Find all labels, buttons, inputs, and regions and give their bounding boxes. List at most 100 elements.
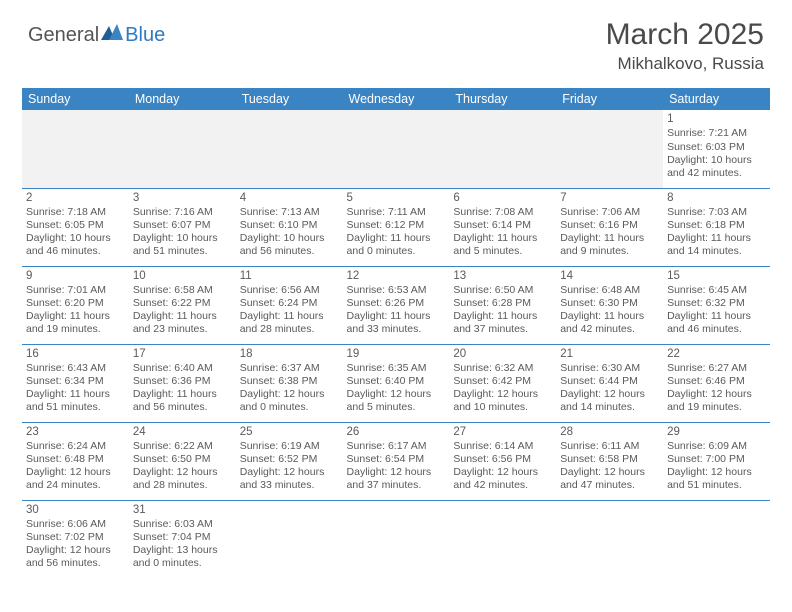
location: Mikhalkovo, Russia — [606, 54, 764, 74]
calendar-row: 2Sunrise: 7:18 AMSunset: 6:05 PM Daylight… — [22, 188, 770, 266]
calendar-row: 30Sunrise: 6:06 AMSunset: 7:02 PMDayligh… — [22, 500, 770, 578]
sunset-line: Sunset: 6:50 PM — [133, 453, 232, 466]
calendar-cell: 10Sunrise: 6:58 AMSunset: 6:22 PMDayligh… — [129, 266, 236, 344]
day-header: Tuesday — [236, 88, 343, 110]
day-header: Saturday — [663, 88, 770, 110]
daylight-line: Daylight: 10 hours and 56 minutes. — [240, 232, 339, 258]
calendar-cell: 7Sunrise: 7:06 AMSunset: 6:16 PMDaylight… — [556, 188, 663, 266]
daylight-line: Daylight: 12 hours and 0 minutes. — [240, 388, 339, 414]
day-number: 3 — [133, 191, 232, 205]
day-number: 16 — [26, 347, 125, 361]
sunset-line: Sunset: 6:46 PM — [667, 375, 766, 388]
day-header: Friday — [556, 88, 663, 110]
day-number: 5 — [347, 191, 446, 205]
sunrise-line: Sunrise: 6:09 AM — [667, 440, 766, 453]
sunset-line: Sunset: 6:26 PM — [347, 297, 446, 310]
calendar-head: SundayMondayTuesdayWednesdayThursdayFrid… — [22, 88, 770, 110]
sunset-line: Sunset: 6:03 PM — [667, 141, 766, 154]
sunset-line: Sunset: 6:36 PM — [133, 375, 232, 388]
daylight-line: Daylight: 12 hours and 56 minutes. — [26, 544, 125, 570]
daylight-line: Daylight: 11 hours and 5 minutes. — [453, 232, 552, 258]
day-number: 1 — [667, 112, 766, 126]
calendar-cell: 22Sunrise: 6:27 AMSunset: 6:46 PMDayligh… — [663, 344, 770, 422]
daylight-line: Daylight: 12 hours and 14 minutes. — [560, 388, 659, 414]
daylight-line: Daylight: 12 hours and 5 minutes. — [347, 388, 446, 414]
logo-text-general: General — [28, 24, 99, 47]
sunrise-line: Sunrise: 6:48 AM — [560, 284, 659, 297]
sunset-line: Sunset: 7:04 PM — [133, 531, 232, 544]
calendar-cell: 12Sunrise: 6:53 AMSunset: 6:26 PMDayligh… — [343, 266, 450, 344]
day-number: 28 — [560, 425, 659, 439]
day-header: Monday — [129, 88, 236, 110]
day-number: 24 — [133, 425, 232, 439]
calendar-cell — [449, 500, 556, 578]
sunrise-line: Sunrise: 6:40 AM — [133, 362, 232, 375]
day-number: 2 — [26, 191, 125, 205]
calendar-cell: 26Sunrise: 6:17 AMSunset: 6:54 PMDayligh… — [343, 422, 450, 500]
day-number: 21 — [560, 347, 659, 361]
daylight-line: Daylight: 12 hours and 33 minutes. — [240, 466, 339, 492]
calendar-cell — [556, 110, 663, 188]
sunset-line: Sunset: 6:10 PM — [240, 219, 339, 232]
sunrise-line: Sunrise: 6:19 AM — [240, 440, 339, 453]
day-header: Thursday — [449, 88, 556, 110]
day-header-row: SundayMondayTuesdayWednesdayThursdayFrid… — [22, 88, 770, 110]
sunrise-line: Sunrise: 6:50 AM — [453, 284, 552, 297]
sunset-line: Sunset: 6:40 PM — [347, 375, 446, 388]
calendar-cell: 13Sunrise: 6:50 AMSunset: 6:28 PMDayligh… — [449, 266, 556, 344]
sunrise-line: Sunrise: 6:35 AM — [347, 362, 446, 375]
header: General Blue March 2025 Mikhalkovo, Russ… — [0, 0, 792, 82]
day-number: 9 — [26, 269, 125, 283]
calendar-cell — [22, 110, 129, 188]
sunrise-line: Sunrise: 6:56 AM — [240, 284, 339, 297]
calendar-cell: 4Sunrise: 7:13 AMSunset: 6:10 PMDaylight… — [236, 188, 343, 266]
sunrise-line: Sunrise: 6:17 AM — [347, 440, 446, 453]
sunset-line: Sunset: 7:00 PM — [667, 453, 766, 466]
sunset-line: Sunset: 6:58 PM — [560, 453, 659, 466]
daylight-line: Daylight: 11 hours and 0 minutes. — [347, 232, 446, 258]
sunset-line: Sunset: 6:54 PM — [347, 453, 446, 466]
day-header: Sunday — [22, 88, 129, 110]
daylight-line: Daylight: 11 hours and 14 minutes. — [667, 232, 766, 258]
daylight-line: Daylight: 11 hours and 37 minutes. — [453, 310, 552, 336]
calendar-row: 23Sunrise: 6:24 AMSunset: 6:48 PMDayligh… — [22, 422, 770, 500]
day-number: 29 — [667, 425, 766, 439]
sunset-line: Sunset: 6:24 PM — [240, 297, 339, 310]
day-number: 8 — [667, 191, 766, 205]
daylight-line: Daylight: 11 hours and 46 minutes. — [667, 310, 766, 336]
sunrise-line: Sunrise: 6:32 AM — [453, 362, 552, 375]
day-number: 18 — [240, 347, 339, 361]
daylight-line: Daylight: 12 hours and 10 minutes. — [453, 388, 552, 414]
calendar-cell: 15Sunrise: 6:45 AMSunset: 6:32 PMDayligh… — [663, 266, 770, 344]
sunrise-line: Sunrise: 6:06 AM — [26, 518, 125, 531]
calendar-cell: 27Sunrise: 6:14 AMSunset: 6:56 PMDayligh… — [449, 422, 556, 500]
calendar-cell: 18Sunrise: 6:37 AMSunset: 6:38 PMDayligh… — [236, 344, 343, 422]
daylight-line: Daylight: 13 hours and 0 minutes. — [133, 544, 232, 570]
sunrise-line: Sunrise: 7:16 AM — [133, 206, 232, 219]
sunrise-line: Sunrise: 7:01 AM — [26, 284, 125, 297]
sunset-line: Sunset: 6:30 PM — [560, 297, 659, 310]
calendar-cell: 8Sunrise: 7:03 AMSunset: 6:18 PMDaylight… — [663, 188, 770, 266]
sunset-line: Sunset: 6:05 PM — [26, 219, 125, 232]
month-title: March 2025 — [606, 18, 764, 52]
sunrise-line: Sunrise: 7:18 AM — [26, 206, 125, 219]
sunset-line: Sunset: 6:20 PM — [26, 297, 125, 310]
sunrise-line: Sunrise: 7:13 AM — [240, 206, 339, 219]
day-number: 19 — [347, 347, 446, 361]
calendar-cell: 14Sunrise: 6:48 AMSunset: 6:30 PMDayligh… — [556, 266, 663, 344]
calendar-cell — [556, 500, 663, 578]
daylight-line: Daylight: 11 hours and 42 minutes. — [560, 310, 659, 336]
daylight-line: Daylight: 12 hours and 28 minutes. — [133, 466, 232, 492]
calendar-cell: 23Sunrise: 6:24 AMSunset: 6:48 PMDayligh… — [22, 422, 129, 500]
title-block: March 2025 Mikhalkovo, Russia — [606, 18, 764, 74]
day-number: 14 — [560, 269, 659, 283]
sunrise-line: Sunrise: 7:06 AM — [560, 206, 659, 219]
calendar-row: 1Sunrise: 7:21 AMSunset: 6:03 PMDaylight… — [22, 110, 770, 188]
sunset-line: Sunset: 6:16 PM — [560, 219, 659, 232]
calendar-cell: 31Sunrise: 6:03 AMSunset: 7:04 PMDayligh… — [129, 500, 236, 578]
calendar-row: 9Sunrise: 7:01 AMSunset: 6:20 PM Daylight… — [22, 266, 770, 344]
calendar-cell: 1Sunrise: 7:21 AMSunset: 6:03 PMDaylight… — [663, 110, 770, 188]
day-number: 6 — [453, 191, 552, 205]
sunset-line: Sunset: 6:56 PM — [453, 453, 552, 466]
sunrise-line: Sunrise: 6:11 AM — [560, 440, 659, 453]
